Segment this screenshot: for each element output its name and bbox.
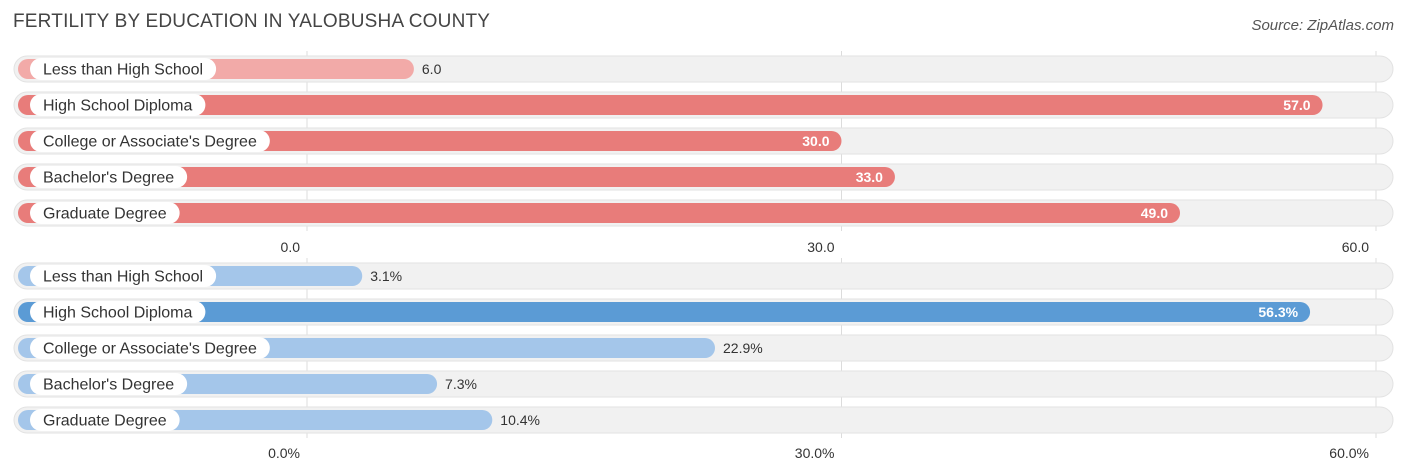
value-label: 3.1% <box>370 268 402 284</box>
category-label-pill <box>30 94 206 116</box>
category-label-pill <box>30 373 188 395</box>
category-label: College or Associate's Degree <box>43 341 257 358</box>
x-tick-label: 60.0% <box>1329 445 1369 461</box>
value-label: 22.9% <box>723 340 763 356</box>
bar <box>18 302 1311 322</box>
category-label: High School Diploma <box>43 98 193 115</box>
value-label: 49.0 <box>1141 205 1168 221</box>
category-label-pill <box>30 337 270 359</box>
x-tick-label: 0.0% <box>268 445 300 461</box>
category-label-pill <box>30 58 217 80</box>
category-label-pill <box>30 409 180 431</box>
value-label: 33.0 <box>856 169 883 185</box>
category-label-pill <box>30 265 217 287</box>
category-label-pill <box>30 301 206 323</box>
category-label: Graduate Degree <box>43 206 167 223</box>
bar <box>18 95 1323 115</box>
chart-title: FERTILITY BY EDUCATION IN YALOBUSHA COUN… <box>13 11 491 32</box>
category-label: Less than High School <box>43 62 203 79</box>
category-label: Graduate Degree <box>43 413 167 430</box>
x-tick-label: 30.0 <box>807 239 834 255</box>
x-tick-label: 30.0% <box>795 445 835 461</box>
category-label: High School Diploma <box>43 305 193 322</box>
value-label: 56.3% <box>1258 304 1298 320</box>
category-label: Bachelor's Degree <box>43 170 174 187</box>
bar <box>18 167 895 187</box>
category-label: Less than High School <box>43 269 203 286</box>
bar <box>18 203 1181 223</box>
value-label: 6.0 <box>422 61 442 77</box>
category-label: College or Associate's Degree <box>43 134 257 151</box>
value-label: 57.0 <box>1283 97 1310 113</box>
category-label-pill <box>30 130 270 152</box>
value-label: 7.3% <box>445 376 477 392</box>
value-label: 30.0 <box>802 133 829 149</box>
category-label-pill <box>30 202 180 224</box>
source-credit: Source: ZipAtlas.com <box>1251 17 1394 34</box>
category-label-pill <box>30 166 188 188</box>
x-tick-label: 0.0 <box>281 239 301 255</box>
x-tick-label: 60.0 <box>1342 239 1369 255</box>
category-label: Bachelor's Degree <box>43 377 174 394</box>
value-label: 10.4% <box>500 412 540 428</box>
